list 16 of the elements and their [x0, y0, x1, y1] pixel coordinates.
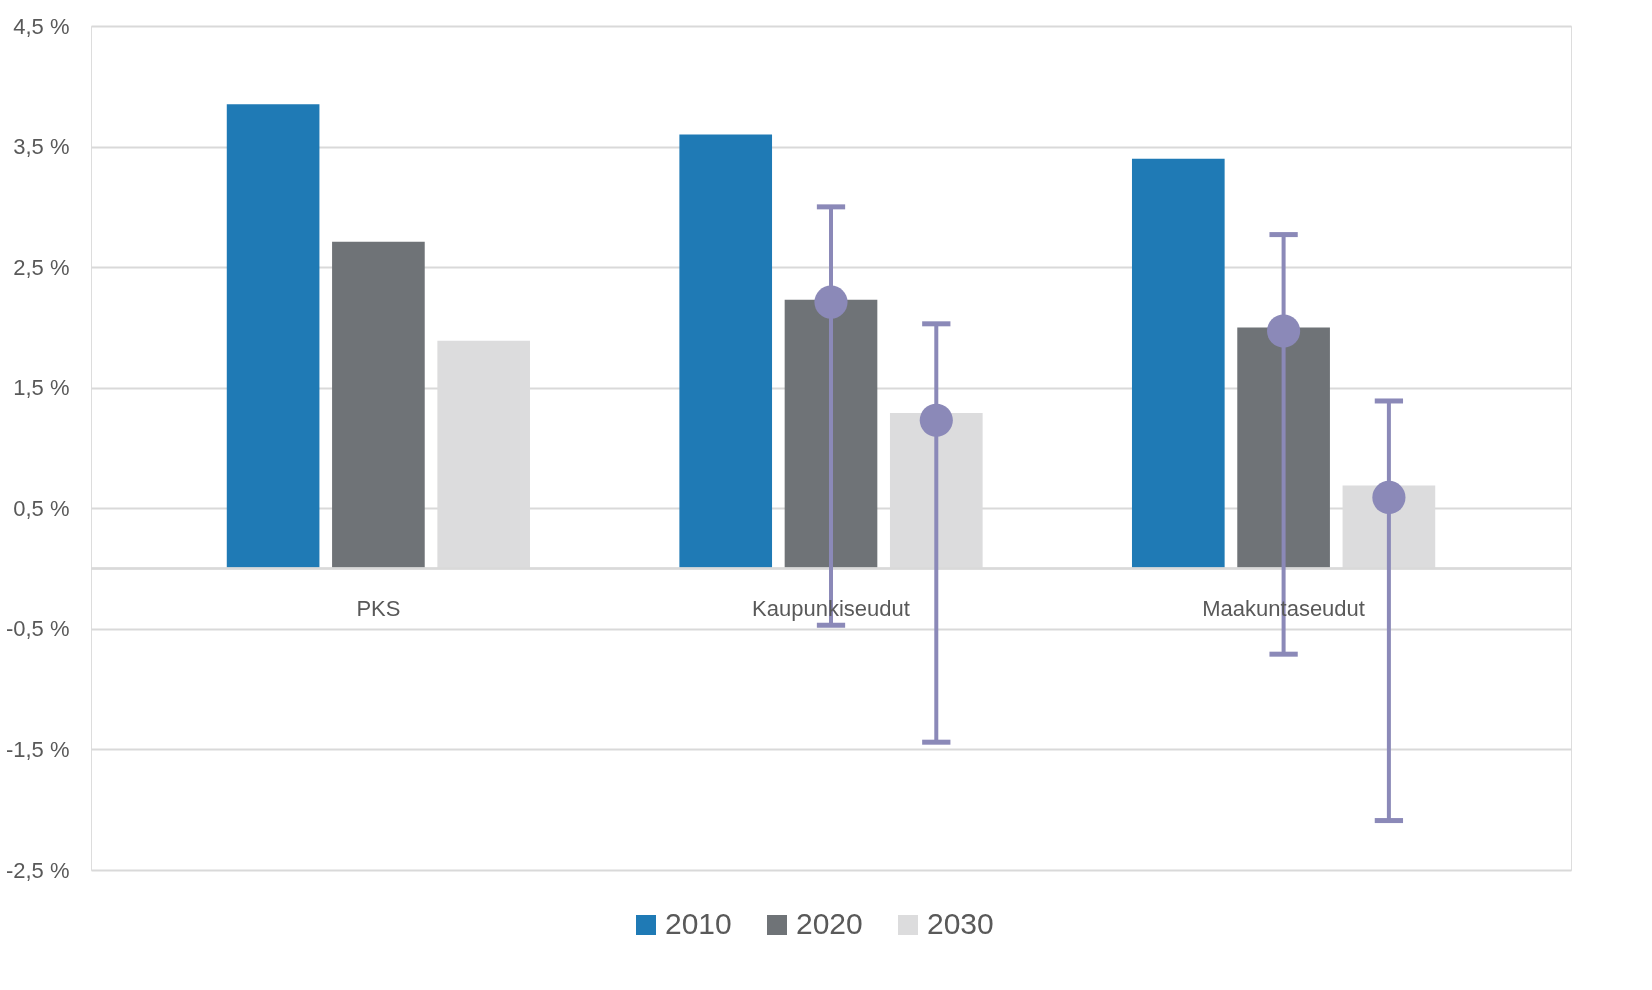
legend-label: 2010: [665, 907, 732, 940]
y-tick-label: -0,5 %: [5, 616, 70, 642]
legend-label: 2020: [796, 907, 863, 940]
bar: [332, 241, 425, 569]
y-tick-label: 4,5 %: [13, 13, 70, 39]
bar: [1131, 158, 1225, 569]
y-tick-label: -2,5 %: [5, 857, 70, 883]
bar: [226, 104, 320, 569]
y-tick-label: 3,5 %: [13, 134, 70, 160]
y-tick-label: -1,5 %: [5, 736, 70, 762]
y-tick-label: 2,5 %: [13, 254, 70, 280]
y-tick-label: 0,5 %: [13, 495, 70, 521]
y-tick-label: 1,5 %: [13, 375, 70, 401]
bar: [679, 134, 773, 569]
x-tick-label: PKS: [356, 595, 401, 621]
legend-label: 2030: [927, 907, 994, 940]
